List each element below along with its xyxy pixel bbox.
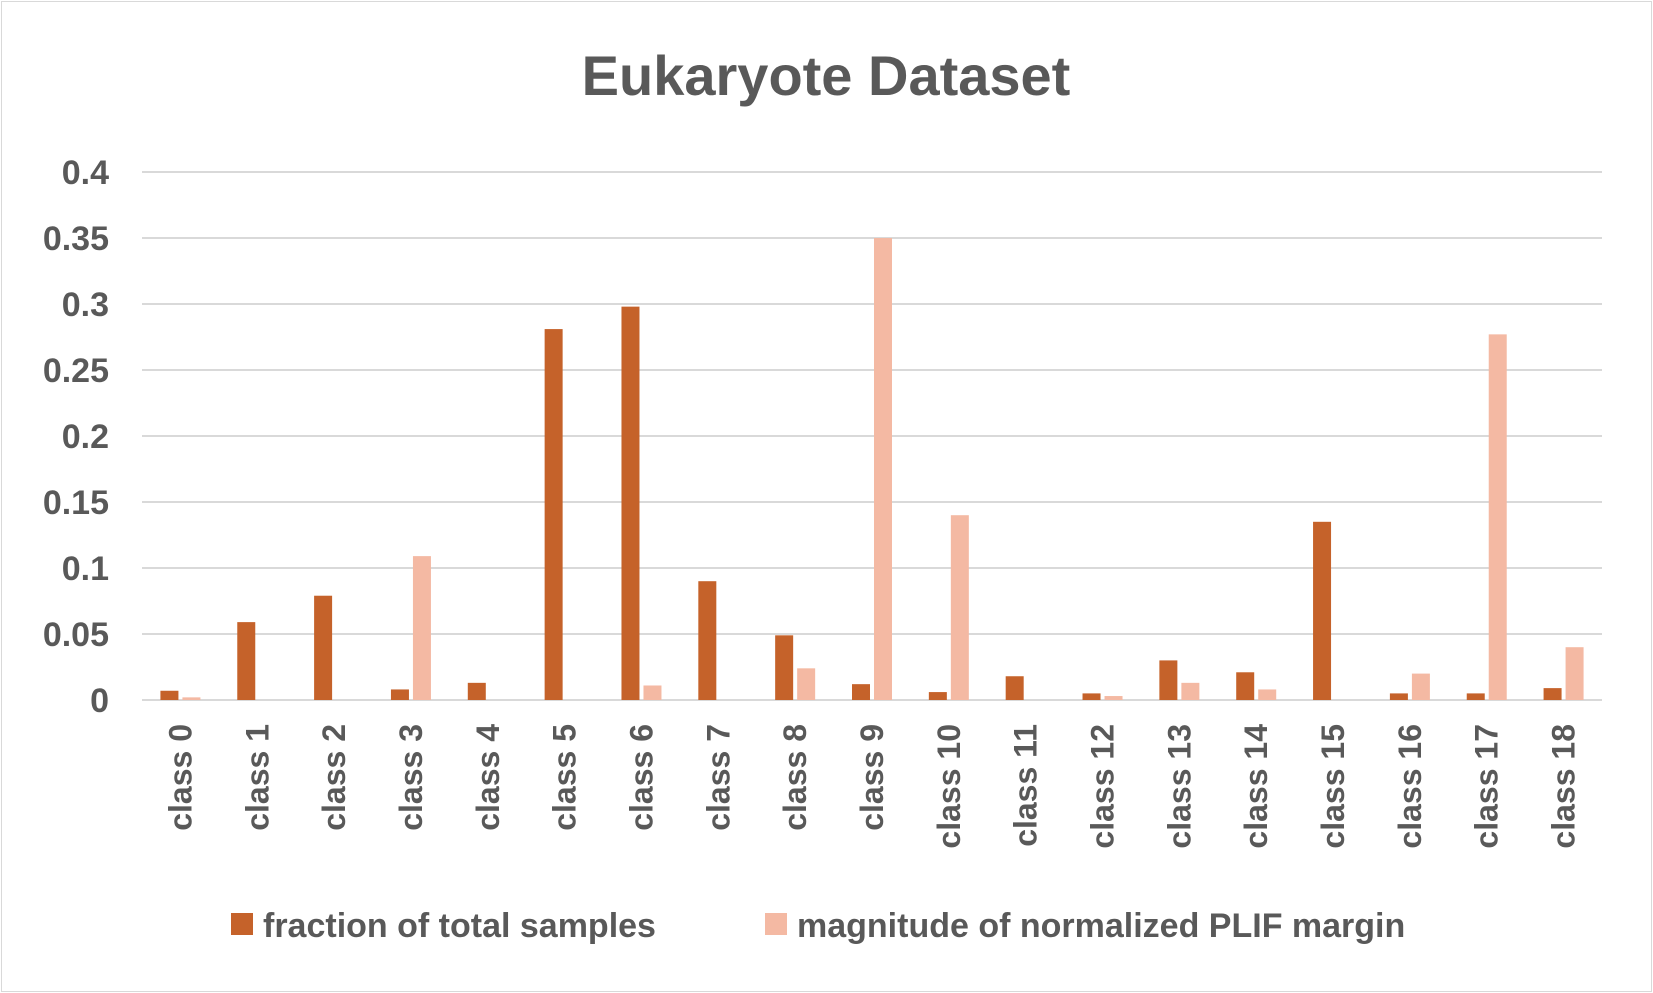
bar-series-2-12 bbox=[1104, 696, 1123, 700]
y-tick-label: 0.4 bbox=[62, 154, 109, 192]
bar-series-2-17 bbox=[1488, 334, 1507, 700]
bar-series-1-14 bbox=[1236, 672, 1255, 700]
x-category-label: class 6 bbox=[623, 724, 659, 831]
x-category-label: class 0 bbox=[162, 724, 198, 831]
bar-series-2-18 bbox=[1565, 647, 1584, 700]
bar-series-2-3 bbox=[412, 556, 431, 700]
x-category-label: class 10 bbox=[931, 724, 967, 849]
bar-series-1-8 bbox=[775, 635, 794, 700]
bar-series-1-10 bbox=[928, 692, 947, 700]
x-category-label: class 5 bbox=[547, 724, 583, 831]
y-tick-label: 0 bbox=[90, 682, 109, 720]
x-category-label: class 2 bbox=[316, 724, 352, 831]
bar-series-2-13 bbox=[1181, 682, 1200, 700]
bar-series-2-8 bbox=[797, 668, 816, 700]
bar-series-1-1 bbox=[237, 622, 256, 700]
bar-series-1-3 bbox=[390, 689, 409, 700]
x-category-label: class 3 bbox=[393, 724, 429, 831]
x-category-label: class 13 bbox=[1161, 724, 1197, 849]
x-category-label: class 17 bbox=[1469, 724, 1505, 849]
legend-swatch-1 bbox=[231, 913, 253, 935]
bar-series-1-17 bbox=[1466, 693, 1485, 700]
bar-series-1-4 bbox=[467, 682, 486, 700]
y-tick-label: 0.35 bbox=[43, 220, 109, 258]
bar-series-1-16 bbox=[1389, 693, 1408, 700]
x-category-label: class 14 bbox=[1238, 724, 1274, 849]
x-axis-categories: class 0 class 1 class 2 class 3 class 4 class… bbox=[162, 724, 1581, 849]
bar-series-1-13 bbox=[1159, 660, 1178, 700]
bar-series-1-0 bbox=[160, 690, 179, 700]
bar-series-1-15 bbox=[1313, 521, 1332, 700]
bar-series-2-14 bbox=[1258, 689, 1277, 700]
bar-series-2-9 bbox=[874, 238, 892, 700]
y-tick-label: 0.2 bbox=[62, 418, 109, 456]
bar-series-2-6 bbox=[643, 685, 662, 700]
gridlines bbox=[142, 171, 1602, 701]
x-category-label: class 12 bbox=[1085, 724, 1121, 849]
x-category-label: class 18 bbox=[1546, 724, 1582, 849]
x-category-label: class 7 bbox=[700, 724, 736, 831]
x-category-label: class 9 bbox=[854, 724, 890, 831]
y-axis-ticks: 0 0.05 0.1 0.15 0.2 0.25 0.3 0.35 0.4 bbox=[43, 154, 109, 720]
x-category-label: class 1 bbox=[239, 724, 275, 831]
bar-series-2-10 bbox=[950, 515, 969, 700]
y-tick-label: 0.15 bbox=[43, 484, 109, 522]
bar-series-1-7 bbox=[698, 581, 717, 700]
chart-title: Eukaryote Dataset bbox=[582, 44, 1071, 107]
bar-series-2-0 bbox=[182, 697, 201, 700]
legend: fraction of total samples magnitude of no… bbox=[231, 907, 1405, 945]
legend-swatch-2 bbox=[765, 913, 787, 935]
bar-series-1-9 bbox=[852, 684, 870, 700]
legend-label-2: magnitude of normalized PLIF margin bbox=[797, 907, 1405, 945]
legend-label-1: fraction of total samples bbox=[263, 907, 656, 945]
bar-series-1-5 bbox=[544, 329, 563, 700]
x-category-label: class 11 bbox=[1008, 724, 1044, 847]
bar-series-1-2 bbox=[314, 595, 333, 700]
bar-series-1-18 bbox=[1543, 688, 1562, 700]
y-tick-label: 0.25 bbox=[43, 352, 109, 390]
bar-series-1-11 bbox=[1005, 676, 1024, 700]
bar-series-1-6 bbox=[621, 306, 640, 700]
bar-series-1-12 bbox=[1082, 693, 1101, 700]
bar-series-2-16 bbox=[1411, 673, 1430, 700]
bars bbox=[160, 238, 1584, 700]
y-tick-label: 0.3 bbox=[62, 286, 109, 324]
x-category-label: class 16 bbox=[1392, 724, 1428, 849]
x-category-label: class 4 bbox=[470, 724, 506, 831]
y-tick-label: 0.1 bbox=[62, 550, 109, 588]
x-category-label: class 8 bbox=[777, 724, 813, 831]
y-tick-label: 0.05 bbox=[43, 616, 109, 654]
x-category-label: class 15 bbox=[1315, 724, 1351, 849]
